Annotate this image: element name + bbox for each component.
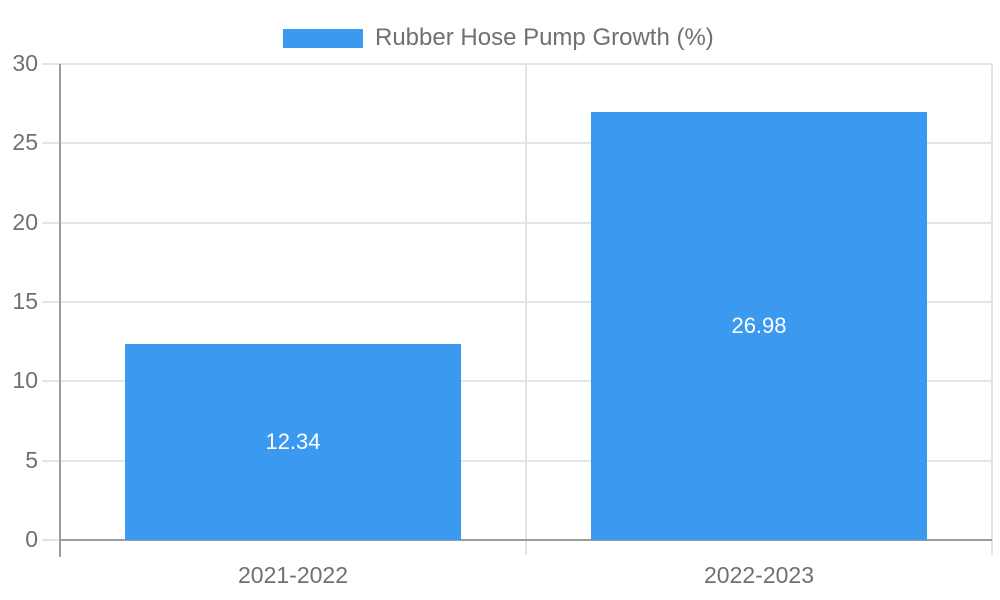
y-tick-label: 15 — [12, 288, 38, 314]
y-tick-label: 5 — [25, 446, 38, 473]
y-tick-mark — [42, 539, 60, 541]
y-tick-label: 10 — [12, 367, 38, 394]
bar[interactable]: 26.98 — [590, 111, 928, 540]
y-gridline — [42, 459, 992, 462]
x-tick-label: 2022-2023 — [704, 562, 814, 588]
y-tick-label: 25 — [12, 129, 38, 156]
y-gridline — [42, 142, 992, 145]
y-tick-label: 20 — [12, 208, 38, 235]
legend-label: Rubber Hose Pump Growth (%) — [375, 24, 714, 51]
x-gridline — [991, 64, 993, 555]
bar-value-label: 12.34 — [265, 429, 321, 455]
y-gridline — [42, 63, 992, 65]
y-tick-label: 0 — [25, 526, 38, 552]
x-axis-line — [60, 539, 992, 541]
y-gridline — [42, 301, 992, 303]
y-gridline — [42, 380, 992, 383]
y-gridline — [42, 221, 992, 224]
legend[interactable]: Rubber Hose Pump Growth (%) — [283, 24, 714, 52]
y-tick-label: 30 — [12, 50, 38, 76]
x-gridline — [525, 64, 527, 555]
legend-swatch — [283, 28, 363, 48]
bar[interactable]: 12.34 — [124, 344, 462, 540]
y-axis-line — [59, 64, 61, 557]
x-tick-label: 2021-2022 — [238, 562, 348, 588]
bar-value-label: 26.98 — [731, 312, 787, 338]
